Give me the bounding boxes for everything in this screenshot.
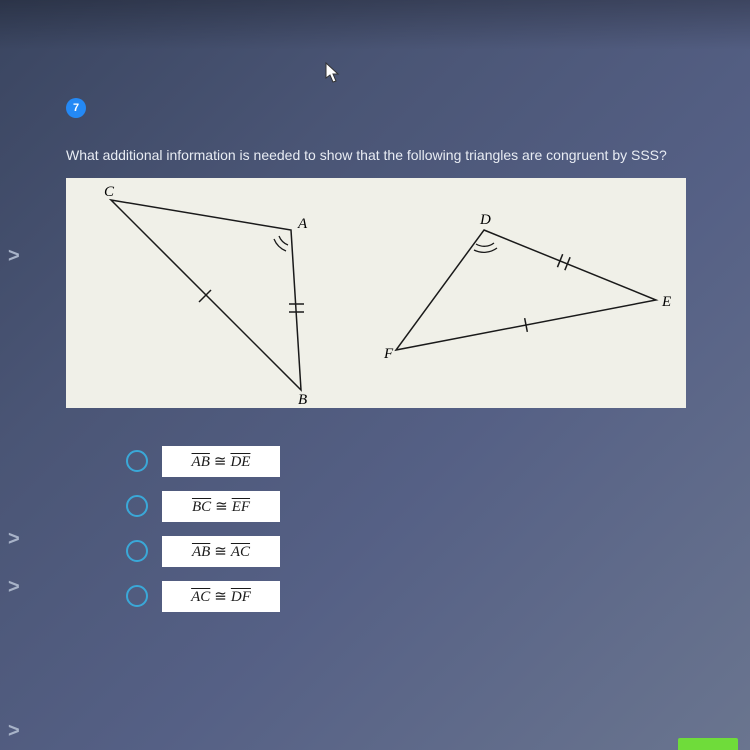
radio-icon[interactable] (126, 450, 148, 472)
nav-chevron-icon[interactable]: > (8, 245, 20, 268)
svg-text:D: D (479, 212, 491, 228)
question-content: 7 What additional information is needed … (66, 98, 730, 612)
option-label: AC≅DF (162, 581, 280, 612)
option-label: BC≅EF (162, 491, 280, 522)
svg-text:F: F (383, 346, 394, 362)
answer-options: AB≅DE BC≅EF AB≅AC AC≅DF (126, 446, 730, 612)
bottom-accent (678, 738, 738, 750)
top-shadow (0, 0, 750, 50)
svg-text:E: E (661, 294, 671, 310)
option-b[interactable]: BC≅EF (126, 491, 730, 522)
svg-text:C: C (104, 184, 115, 200)
option-d[interactable]: AC≅DF (126, 581, 730, 612)
mouse-cursor (325, 62, 343, 89)
nav-chevron-icon[interactable]: > (8, 576, 20, 599)
triangle-diagram: C A B D E F (66, 178, 686, 408)
nav-chevron-icon[interactable]: > (8, 720, 20, 743)
radio-icon[interactable] (126, 585, 148, 607)
svg-text:A: A (297, 216, 308, 232)
radio-icon[interactable] (126, 540, 148, 562)
option-label: AB≅DE (162, 446, 280, 477)
radio-icon[interactable] (126, 495, 148, 517)
question-text: What additional information is needed to… (66, 146, 730, 166)
option-label: AB≅AC (162, 536, 280, 567)
svg-text:B: B (298, 392, 307, 408)
option-a[interactable]: AB≅DE (126, 446, 730, 477)
question-number-badge: 7 (66, 98, 86, 118)
option-c[interactable]: AB≅AC (126, 536, 730, 567)
nav-chevron-icon[interactable]: > (8, 528, 20, 551)
